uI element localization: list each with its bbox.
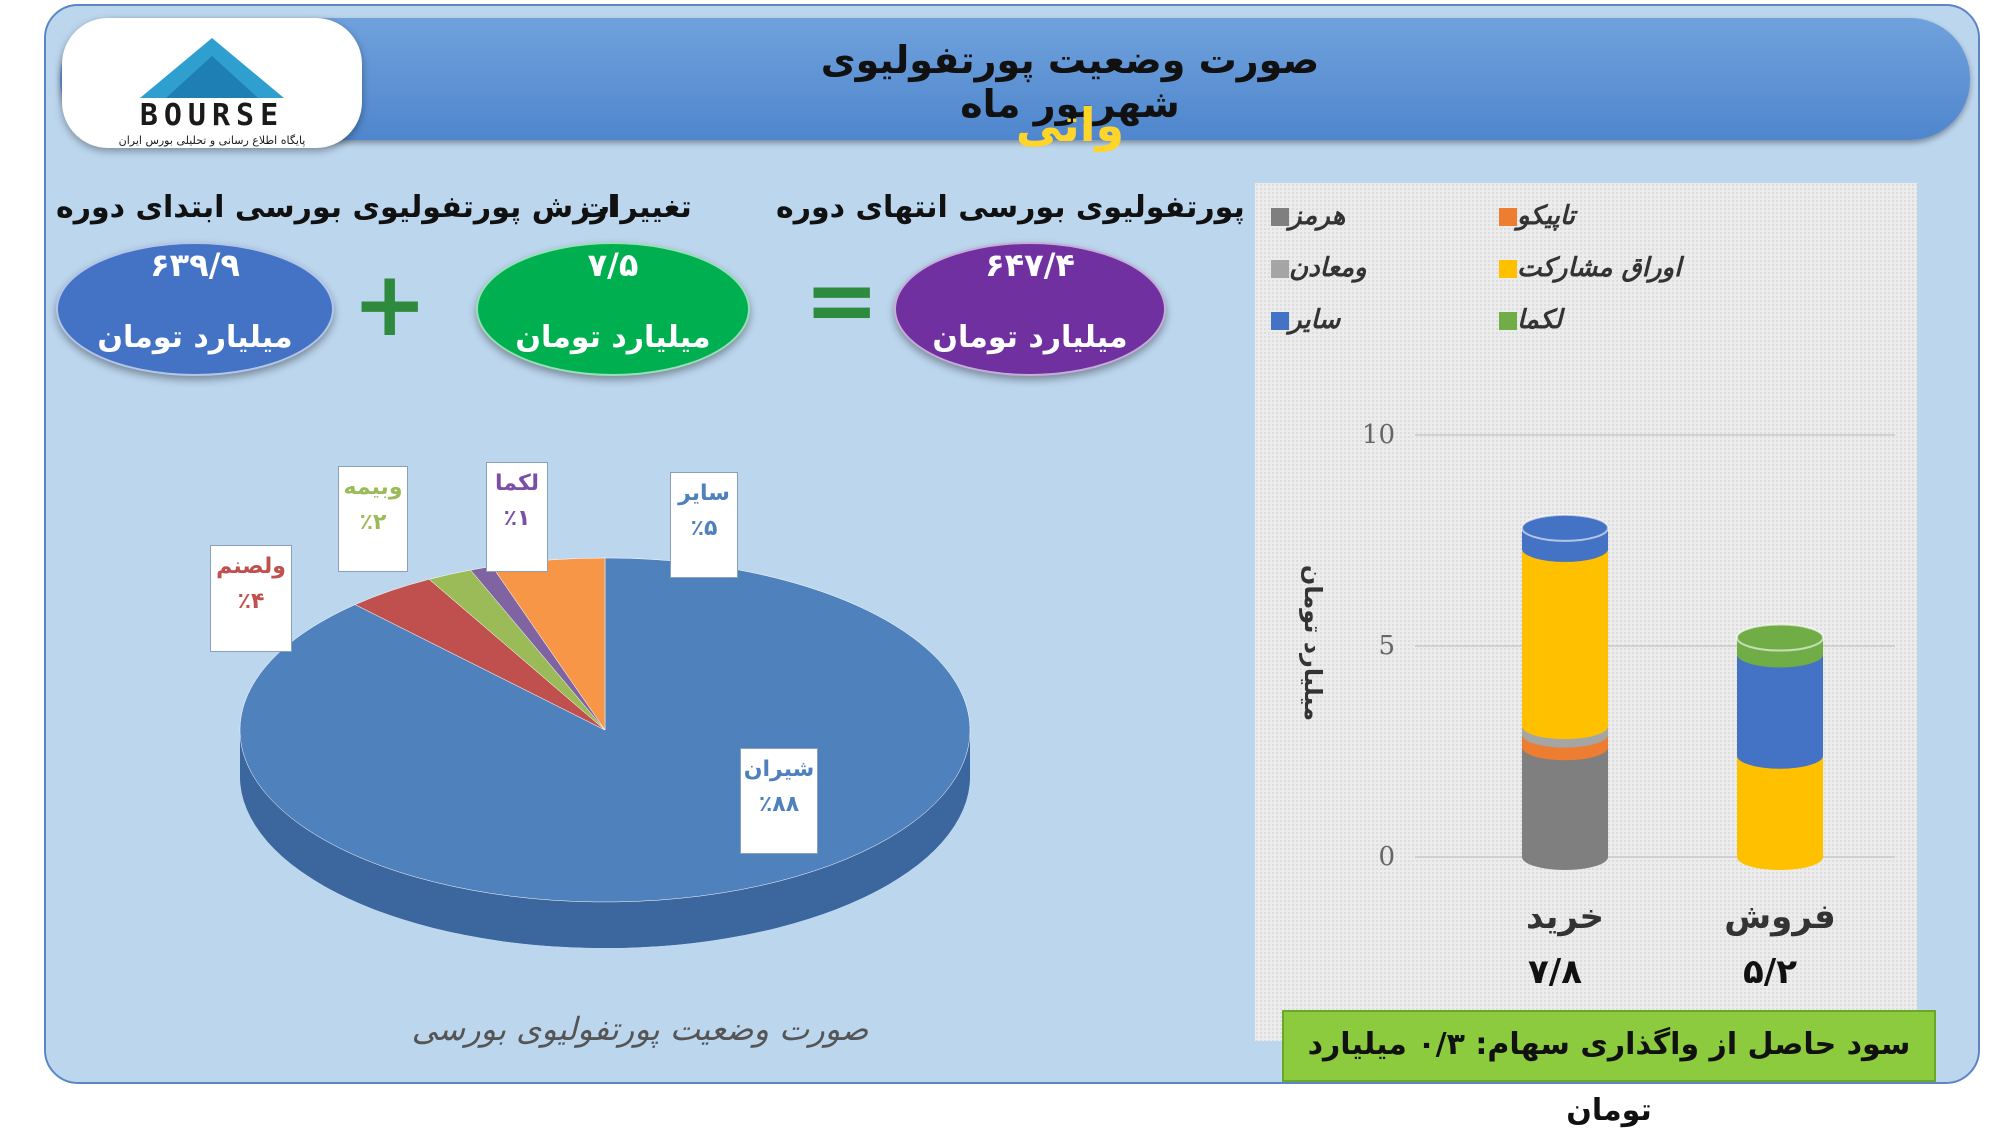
end-value-oval: ۶۴۷/۴ میلیارد تومان <box>894 242 1166 376</box>
change-value-oval: ۷/۵ میلیارد تومان <box>476 242 750 376</box>
end-value-label: ارزش پورتفولیوی بورسی انتهای دوره <box>776 190 1342 225</box>
pie-callout-percent: ٪۵ <box>690 516 718 541</box>
pie-callout-slice-3: لکما ٪۱ <box>486 462 548 572</box>
bar-chart-panel: هرمز ومعادن سایر تاپیکو اوراق مشارکت لکم… <box>1255 183 1917 1041</box>
pie-callout-name: سایر <box>678 481 730 506</box>
start-value-unit: میلیارد تومان <box>97 320 293 355</box>
legend-item-0: هرمز <box>1263 201 1345 231</box>
bar-top-0 <box>1521 513 1609 542</box>
logo-mark-icon <box>140 38 284 98</box>
pie-callout-slice-4: سایر ٪۵ <box>670 472 738 578</box>
x-category-label: خرید <box>1526 897 1604 937</box>
change-label: تغییرات <box>580 190 692 225</box>
legend-item-4: سایر <box>1263 305 1340 335</box>
legend-label: ومعادن <box>1289 253 1367 283</box>
legend-label: هرمز <box>1289 201 1346 231</box>
pie-callout-name: وبیمه <box>343 475 403 500</box>
legend-swatch <box>1271 311 1289 330</box>
bar-top-1 <box>1736 623 1824 652</box>
company-name: واتی <box>1015 98 1125 152</box>
pie-callout-name: شیران <box>743 757 815 782</box>
header-banner: صورت وضعیت پورتفولیوی شهریور ماه واتی <box>60 18 1970 152</box>
y-axis-label: میلیارد تومان <box>1299 565 1327 721</box>
pie-callout-percent: ٪۸۸ <box>758 792 800 817</box>
stacked-bar-chart: 0 5 10 میلیارد تومان خرید ۷/۸ فروش ۵/۲ <box>1299 420 1895 992</box>
bar-segment-1-3 <box>1737 755 1823 870</box>
pie-callout-percent: ٪۴ <box>237 589 265 614</box>
change-value-unit: میلیارد تومان <box>515 320 711 355</box>
pie-callout-name: ولصنم <box>216 554 286 579</box>
page-title: صورت وضعیت پورتفولیوی شهریور ماه <box>820 38 1320 126</box>
legend-label: تاپیکو <box>1517 201 1576 231</box>
legend-swatch <box>1499 259 1517 278</box>
change-value: ۷/۵ <box>587 246 639 284</box>
legend-swatch <box>1271 259 1289 278</box>
start-value-label: ارزش پورتفولیوی بورسی ابتدای دوره <box>56 190 618 225</box>
bar-total-label: ۷/۸ <box>1528 952 1582 992</box>
equals-sign: = <box>804 248 880 353</box>
y-tick-label: 5 <box>1378 631 1395 661</box>
logo-subtitle: پایگاه اطلاع رسانی و تحلیلی بورس ایران <box>118 134 306 147</box>
x-category-label: فروش <box>1724 897 1835 937</box>
y-tick-label: 10 <box>1362 420 1395 450</box>
pie-callout-slice-0: شیران ٪۸۸ <box>740 748 818 854</box>
legend-item-5: لکما <box>1491 305 1562 335</box>
pie-callout-percent: ٪۲ <box>359 510 387 535</box>
bar-total-label: ۵/۲ <box>1743 952 1797 992</box>
end-value-unit: میلیارد تومان <box>932 320 1128 355</box>
legend-item-3: اوراق مشارکت <box>1491 253 1681 283</box>
end-value: ۶۴۷/۴ <box>985 246 1075 284</box>
start-value-oval: ۶۳۹/۹ میلیارد تومان <box>56 242 334 376</box>
legend-label: سایر <box>1289 305 1341 335</box>
legend-item-1: تاپیکو <box>1491 201 1575 231</box>
pie-callout-percent: ٪۱ <box>503 506 531 531</box>
pie-callout-slice-2: وبیمه ٪۲ <box>338 466 408 572</box>
legend-swatch <box>1499 311 1517 330</box>
legend-item-2: ومعادن <box>1263 253 1367 283</box>
legend-swatch <box>1271 207 1289 226</box>
bar-segment-0-3 <box>1522 548 1608 740</box>
legend-label: اوراق مشارکت <box>1517 253 1682 283</box>
pie-callout-slice-1: ولصنم ٪۴ <box>210 545 292 652</box>
y-tick-label: 0 <box>1378 842 1395 872</box>
pie-side <box>240 730 970 948</box>
legend-label: لکما <box>1517 305 1563 335</box>
bar-segment-0-0 <box>1522 747 1608 870</box>
plus-sign: + <box>352 252 428 357</box>
start-value: ۶۳۹/۹ <box>150 246 240 284</box>
legend-swatch <box>1499 207 1517 226</box>
bar-segment-1-4 <box>1737 654 1823 769</box>
pie-chart <box>239 557 971 948</box>
logo: BOURSE پایگاه اطلاع رسانی و تحلیلی بورس … <box>62 18 362 148</box>
pie-footer-caption: صورت وضعیت پورتفولیوی بورسی <box>411 1010 869 1048</box>
logo-text: BOURSE <box>139 98 285 133</box>
sale-gain-banner: سود حاصل از واگذاری سهام: ۰/۳ میلیارد تو… <box>1282 1010 1936 1128</box>
pie-callout-name: لکما <box>494 471 540 496</box>
